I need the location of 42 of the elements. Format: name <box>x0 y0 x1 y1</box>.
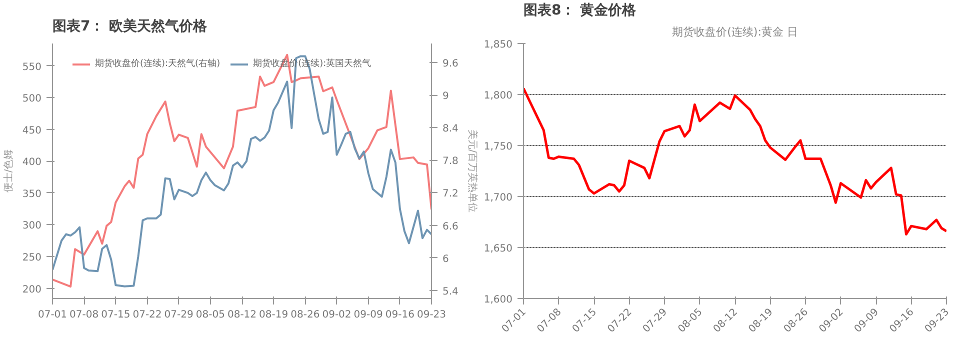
y-tick-label: 450 <box>22 125 42 136</box>
x-tick-label: 09-09 <box>354 310 383 320</box>
y-tick-label: 500 <box>22 94 42 105</box>
y-tick-label: 1,650 <box>484 244 513 254</box>
y2-tick-label: 9 <box>442 91 449 102</box>
x-tick-label: 09-23 <box>416 310 446 320</box>
y-tick-label: 1,850 <box>484 40 513 50</box>
x-tick-label: 08-19 <box>259 310 288 320</box>
line-series <box>524 87 946 236</box>
y2-tick-label: 6 <box>442 254 449 265</box>
x-tick-label: 07-08 <box>70 310 99 320</box>
x-tick-label: 09-02 <box>322 310 352 320</box>
y2-tick-label: 7.8 <box>442 156 458 168</box>
y-tick-label: 550 <box>22 62 42 73</box>
y2-tick-label: 8.4 <box>442 124 458 135</box>
chart-title: 图表7： 欧美天然气价格 <box>52 18 208 34</box>
x-tick-label: 07-01 <box>38 310 68 320</box>
x-tick-label: 08-26 <box>290 310 320 320</box>
y-tick-label: 400 <box>22 157 42 168</box>
y-tick-label: 250 <box>22 252 42 264</box>
y2-tick-label: 9.6 <box>442 58 458 70</box>
y-tick-label: 300 <box>22 220 42 232</box>
y-tick-label: 1,750 <box>484 142 513 152</box>
y-tick-label: 1,700 <box>484 192 513 204</box>
y2-tick-label: 6.6 <box>442 221 458 232</box>
x-tick-label: 07-22 <box>132 310 162 320</box>
y-tick-label: 200 <box>22 284 42 296</box>
x-tick-label: 08-12 <box>227 310 257 320</box>
y-tick-label: 1,600 <box>484 294 513 306</box>
y-tick-label: 1,800 <box>484 90 513 102</box>
y2-tick-label: 5.4 <box>442 286 458 298</box>
y2-tick-label: 7.2 <box>442 188 458 200</box>
x-tick-label: 07-15 <box>101 310 130 320</box>
legend-label: 期货收盘价(连续):天然气(右轴) <box>95 58 220 70</box>
x-tick-label: 09-16 <box>385 310 414 320</box>
chart-title: 图表8： 黄金价格 <box>524 2 638 18</box>
y-tick-label: 350 <box>22 188 42 200</box>
y2-axis-title: 美元/百万英热单位 <box>466 129 478 213</box>
chart-subtitle: 期货收盘价(连续):黄金 日 <box>672 26 798 38</box>
x-tick-label: 07-29 <box>164 310 194 320</box>
y-axis-title: 便士/色姆 <box>2 149 14 193</box>
x-tick-label: 08-05 <box>196 310 225 320</box>
